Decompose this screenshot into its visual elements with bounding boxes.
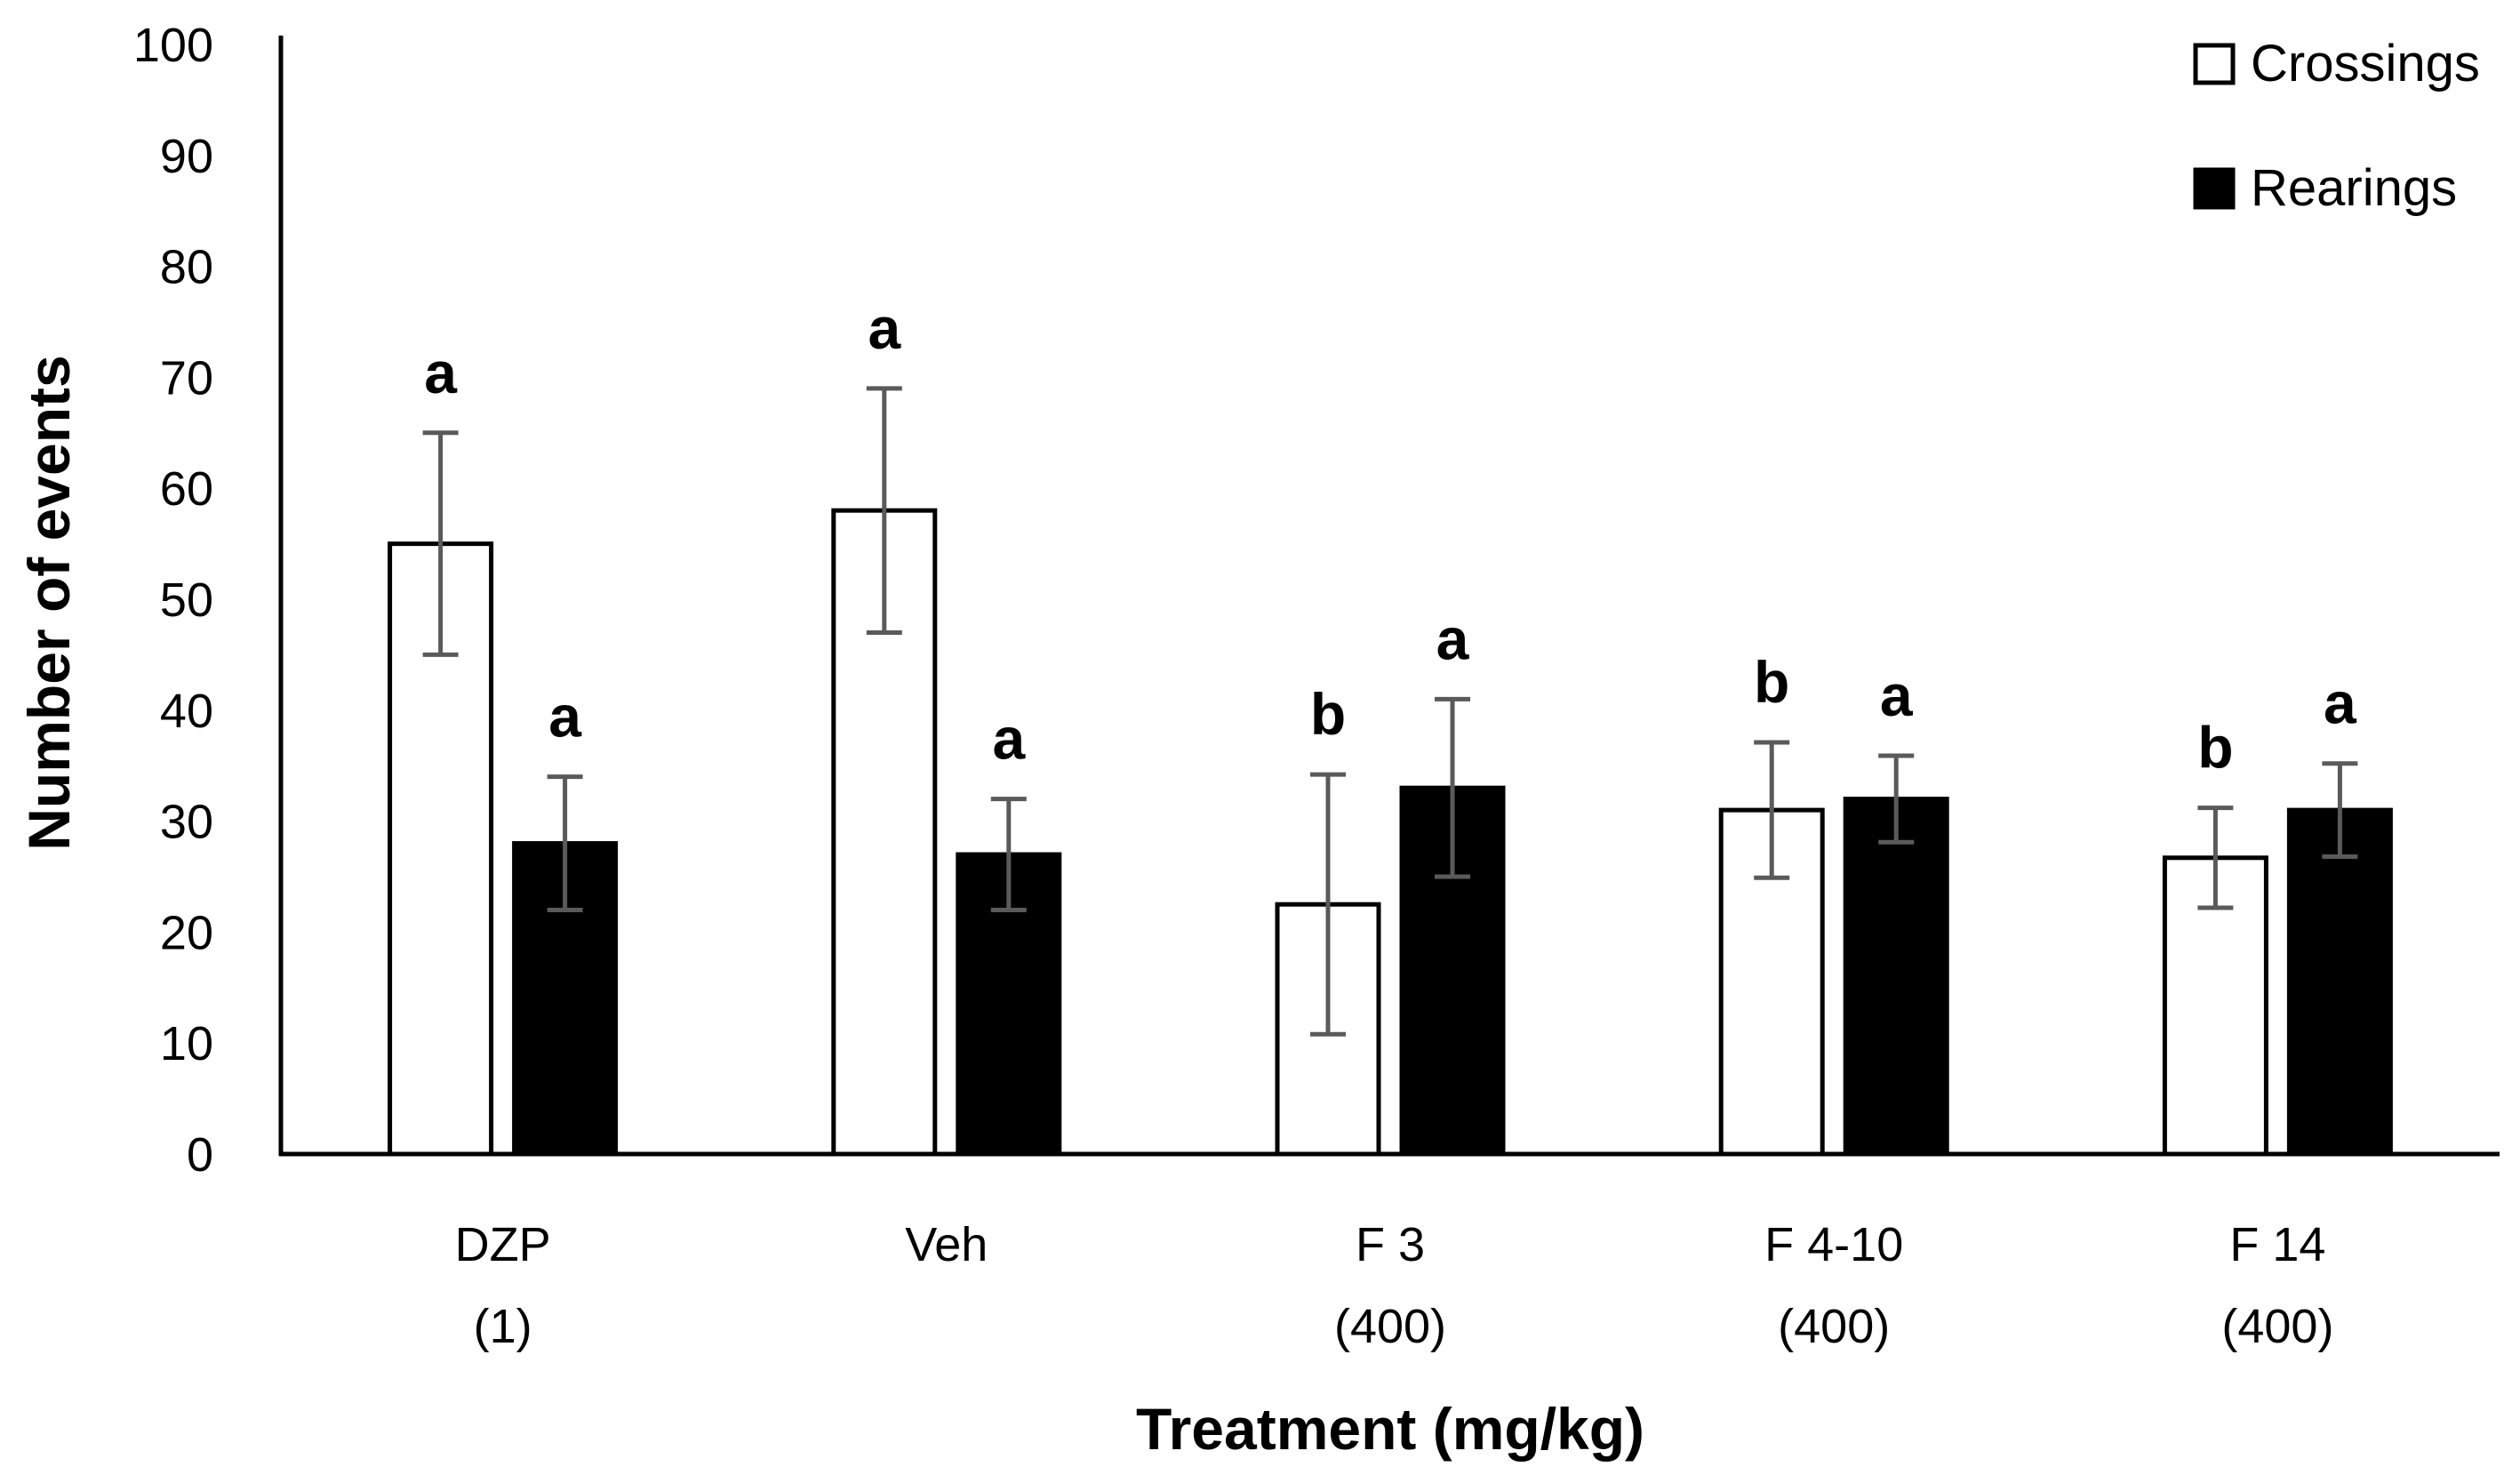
y-tick-label: 40 (160, 685, 213, 738)
y-tick-label: 60 (160, 462, 213, 516)
significance-letter: b (1754, 649, 1789, 715)
significance-letter: a (1880, 662, 1914, 728)
y-axis-title: Number of events (16, 355, 82, 850)
y-tick-label: 100 (133, 19, 213, 72)
significance-letter: b (1310, 681, 1346, 747)
legend-swatch (2193, 167, 2236, 210)
y-tick-label: 50 (160, 573, 213, 627)
x-tick-label: F 14 (2229, 1218, 2325, 1271)
y-tick-label: 90 (160, 130, 213, 183)
significance-letter: a (2324, 670, 2357, 736)
bar-rearings (1843, 797, 1949, 1157)
x-tick-label-sub: (400) (1778, 1300, 1890, 1353)
y-tick-label: 70 (160, 351, 213, 405)
y-tick-label: 20 (160, 906, 213, 959)
significance-letter: a (868, 295, 901, 361)
significance-letter: a (424, 340, 458, 405)
significance-letter: a (992, 706, 1026, 772)
x-tick-label-sub: (400) (2221, 1300, 2333, 1353)
legend-swatch (2193, 43, 2236, 85)
legend-label: Crossings (2251, 35, 2480, 92)
y-tick-label: 30 (160, 796, 213, 849)
y-tick-label: 0 (187, 1128, 213, 1182)
x-tick-label: F 4-10 (1764, 1218, 1903, 1271)
bar-rearings (2286, 807, 2393, 1157)
y-tick-label: 80 (160, 241, 213, 294)
significance-letter: b (2197, 715, 2233, 781)
x-tick-label-sub: (1) (474, 1300, 532, 1353)
x-tick-label-sub: (400) (1334, 1300, 1446, 1353)
x-tick-label: Veh (905, 1218, 988, 1271)
x-tick-label: DZP (455, 1218, 551, 1271)
significance-letter: a (1436, 605, 1470, 671)
y-tick-label: 10 (160, 1017, 213, 1070)
x-tick-label: F 3 (1356, 1218, 1425, 1271)
x-axis-title: Treatment (mg/kg) (1136, 1396, 1644, 1462)
legend-label: Rearings (2251, 159, 2457, 217)
significance-letter: a (548, 684, 582, 750)
